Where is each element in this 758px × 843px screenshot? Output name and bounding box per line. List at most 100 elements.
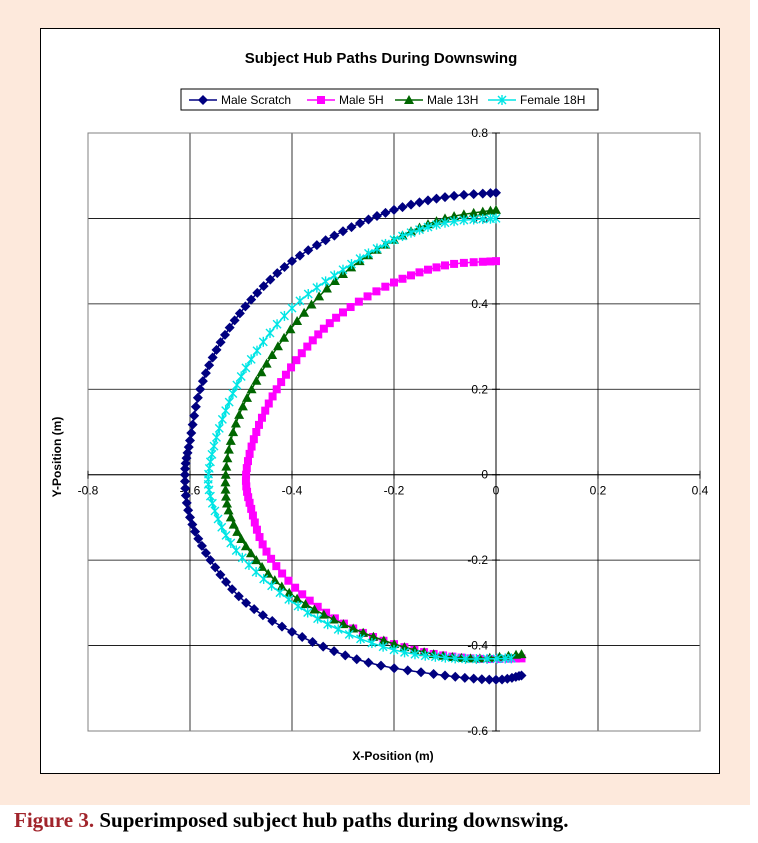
data-point <box>245 498 254 507</box>
data-point <box>265 327 275 338</box>
data-point <box>241 476 250 485</box>
data-point <box>516 670 527 681</box>
data-point <box>234 409 245 419</box>
data-point <box>252 287 263 298</box>
data-point <box>338 264 348 275</box>
data-point <box>243 487 252 496</box>
data-point <box>440 217 450 228</box>
data-point <box>205 491 215 502</box>
data-point <box>410 649 420 660</box>
data-point <box>380 207 391 218</box>
data-point <box>363 214 374 225</box>
data-point <box>258 336 268 347</box>
data-point <box>516 649 527 659</box>
data-point <box>217 414 227 425</box>
data-point <box>423 221 433 232</box>
data-point <box>300 599 311 609</box>
legend-label: Male Scratch <box>221 93 291 107</box>
data-point <box>279 310 289 321</box>
data-point <box>207 449 217 460</box>
data-point <box>180 490 191 501</box>
tick-labels: -0.8 -0.6 -0.4 -0.2 0 0.2 0.40.80.60.40.20-0.2… <box>78 126 709 738</box>
data-point <box>338 226 348 237</box>
data-point <box>420 650 430 661</box>
data-point <box>482 653 492 664</box>
data-point <box>468 673 479 684</box>
data-point <box>368 631 379 641</box>
data-point <box>440 652 450 663</box>
x-tick-label: -0.2 <box>384 484 405 498</box>
data-point <box>185 435 195 446</box>
data-point <box>251 567 261 578</box>
data-point <box>450 259 459 268</box>
data-point <box>367 638 377 649</box>
data-point <box>372 211 382 222</box>
data-point <box>207 498 217 509</box>
data-point <box>459 672 470 683</box>
data-point <box>224 322 235 333</box>
data-point <box>287 363 296 372</box>
data-point <box>257 413 266 422</box>
data-point <box>440 670 450 681</box>
data-point <box>234 308 245 319</box>
data-point <box>210 505 220 516</box>
data-point <box>292 593 303 603</box>
data-point <box>246 354 256 365</box>
data-point <box>329 270 339 281</box>
data-point <box>179 476 190 487</box>
data-point <box>406 227 416 238</box>
data-point <box>225 512 236 522</box>
data-point <box>252 428 261 436</box>
data-point <box>243 457 252 466</box>
data-point <box>251 555 262 565</box>
data-point <box>355 253 365 264</box>
data-point <box>272 268 283 279</box>
legend-marker <box>497 95 507 105</box>
data-point <box>264 399 273 408</box>
legend-label: Male 13H <box>427 93 478 107</box>
caption-text: Superimposed subject hub paths during do… <box>99 808 569 832</box>
data-point <box>344 629 354 640</box>
data-point <box>180 463 191 474</box>
data-point <box>299 307 310 317</box>
y-axis-label: Y-Position (m) <box>50 417 64 498</box>
data-point <box>207 352 218 363</box>
x-tick-label: 0 <box>493 484 500 498</box>
data-point <box>197 376 208 387</box>
data-point <box>278 569 287 578</box>
data-point <box>222 453 233 463</box>
data-point <box>221 530 231 541</box>
data-point <box>471 654 481 665</box>
data-point <box>262 547 271 556</box>
data-point <box>265 274 276 285</box>
data-point <box>192 392 203 403</box>
data-point <box>221 461 232 471</box>
data-point <box>245 449 254 458</box>
data-point <box>339 308 347 317</box>
data-point <box>196 540 207 551</box>
data-point <box>232 526 243 536</box>
data-point <box>319 324 328 333</box>
data-point <box>225 435 236 445</box>
data-point <box>242 470 251 479</box>
data-point <box>321 276 331 287</box>
y-tick-label: 0 <box>481 468 488 482</box>
data-point <box>459 258 468 267</box>
data-point <box>272 385 281 394</box>
data-point <box>250 518 259 527</box>
data-point <box>354 297 363 306</box>
data-point <box>219 329 230 340</box>
x-tick-label: 0.2 <box>590 484 607 498</box>
chart-panel: Subject Hub Paths During Downswing Male … <box>40 28 720 774</box>
data-point <box>272 341 283 351</box>
data-point <box>236 534 247 544</box>
data-point <box>492 653 502 664</box>
data-point <box>389 638 400 648</box>
data-point <box>305 596 314 605</box>
data-point <box>276 621 287 632</box>
data-point <box>242 482 251 491</box>
data-point <box>241 362 251 373</box>
legend-item: Male 13H <box>395 93 478 107</box>
legend-item: Female 18H <box>488 93 585 107</box>
data-point <box>458 209 469 219</box>
